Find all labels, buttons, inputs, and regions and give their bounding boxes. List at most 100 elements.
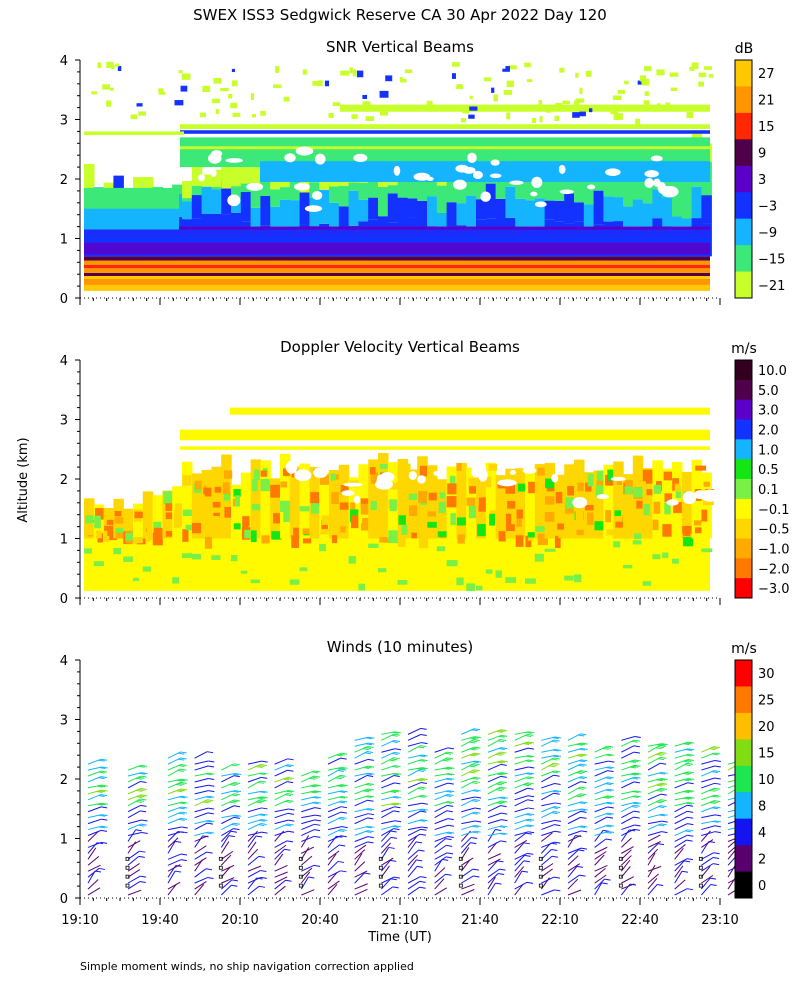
wind-flag: [135, 829, 142, 832]
wind-barb: [674, 839, 687, 848]
wind-flag: [99, 826, 106, 829]
wind-barb: [381, 876, 395, 884]
doppler-cell: [270, 496, 281, 507]
wind-flag: [501, 760, 508, 763]
wind-flag: [581, 742, 588, 745]
wind-flag: [260, 870, 267, 872]
snr-cell: [319, 189, 330, 224]
wind-flag: [632, 777, 639, 780]
wind-flag: [367, 813, 375, 816]
snr-gap: [210, 168, 217, 178]
doppler-cell: [616, 477, 622, 485]
calm-marker: [378, 874, 383, 879]
wind-flag: [367, 746, 374, 749]
doppler-cell: [456, 577, 464, 586]
doppler-cell: [544, 512, 556, 522]
doppler-cell: [428, 492, 439, 501]
wind-flag: [367, 817, 374, 820]
doppler-cell: [427, 465, 438, 539]
doppler-cell: [389, 499, 397, 512]
doppler-cell: [674, 483, 681, 492]
wind-flag: [394, 820, 402, 823]
snr-speck: [283, 96, 290, 102]
x-axis-label: Time (UT): [367, 930, 432, 945]
snr-speck: [656, 69, 665, 76]
snr-speck: [365, 116, 375, 122]
x-tick-label: 22:40: [621, 913, 658, 928]
wind-flag: [554, 824, 561, 827]
doppler-cell: [400, 463, 411, 474]
doppler-cell: [515, 468, 526, 539]
doppler-cell: [663, 471, 673, 481]
wind-barb: [541, 819, 556, 825]
doppler-cell: [152, 495, 164, 539]
doppler-gap: [417, 475, 426, 484]
snr-gap: [467, 152, 477, 163]
doppler-gap: [522, 467, 537, 474]
wind-flag: [420, 810, 427, 813]
snr-speck: [362, 101, 371, 108]
wind-barb: [594, 878, 605, 890]
wind-barb: [487, 775, 502, 783]
snr-cell: [280, 199, 291, 232]
wind-flag: [367, 799, 374, 802]
wind-flag: [257, 781, 265, 784]
wind-flag: [309, 785, 317, 788]
doppler-cell: [681, 471, 693, 539]
snr-cell: [574, 178, 585, 203]
calm-marker: [458, 865, 463, 870]
wind-flag: [394, 796, 402, 799]
wind-flag: [394, 751, 401, 754]
wind-flag: [709, 877, 717, 880]
wind-barb: [274, 885, 286, 896]
colorbar-label: −21: [758, 279, 785, 294]
wind-flag: [687, 823, 694, 826]
snr-speck: [215, 109, 219, 114]
wind-flag: [285, 800, 292, 803]
snr-gap: [246, 182, 264, 191]
wind-flag: [178, 789, 185, 792]
colorbar-label: 3: [758, 173, 766, 188]
wind-flag: [448, 790, 455, 793]
wind-barb: [567, 781, 581, 789]
snr-speck: [656, 103, 661, 107]
wind-barb: [194, 812, 208, 819]
wind-flag: [180, 781, 187, 784]
wind-barb: [674, 823, 688, 831]
wind-barb: [327, 883, 338, 896]
wind-barb: [620, 849, 632, 860]
doppler-cell: [182, 529, 189, 542]
wind-flag: [391, 758, 398, 761]
y-tick-label: 0: [60, 592, 68, 607]
wind-flag: [445, 767, 453, 770]
colorbar-swatch: [735, 660, 752, 687]
doppler-cell: [446, 560, 458, 567]
snr-speck: [617, 89, 625, 94]
wind-flag: [443, 767, 450, 770]
wind-flag: [261, 776, 268, 779]
doppler-cell: [350, 515, 361, 529]
doppler-cell: [525, 535, 532, 548]
wind-flag: [578, 802, 586, 805]
wind-barb: [461, 807, 475, 813]
wind-flag: [580, 793, 587, 796]
doppler-gap: [610, 476, 626, 482]
y-tick-label: 0: [60, 892, 68, 907]
wind-flag: [419, 833, 427, 836]
wind-flag: [235, 814, 242, 817]
wind-flag: [499, 760, 506, 763]
snr-speck: [579, 111, 586, 117]
wind-flag: [445, 773, 453, 776]
snr-speck: [460, 117, 467, 123]
snr-layer: [180, 124, 710, 130]
snr-cell: [378, 187, 389, 217]
wind-barb: [620, 837, 632, 848]
wind-flag: [393, 775, 400, 778]
wind-flag: [633, 751, 641, 754]
wind-barb: [407, 849, 419, 860]
snr-cell: [466, 195, 477, 230]
wind-barb: [674, 782, 688, 789]
snr-cell: [260, 196, 271, 226]
wind-flag: [633, 804, 640, 807]
doppler-cell: [146, 529, 157, 541]
